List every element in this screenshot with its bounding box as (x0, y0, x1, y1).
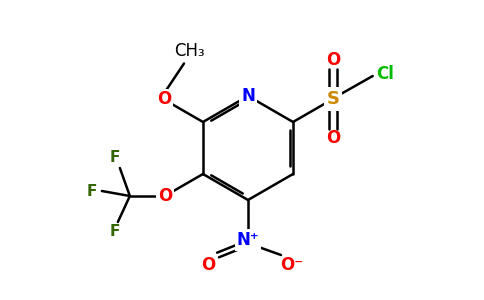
Text: N: N (241, 87, 255, 105)
Text: S: S (326, 90, 339, 108)
Text: Cl: Cl (376, 65, 393, 83)
Text: O⁻: O⁻ (281, 256, 303, 274)
Text: O: O (326, 51, 340, 69)
Text: O: O (326, 129, 340, 147)
Text: O: O (158, 187, 172, 205)
Text: O: O (157, 91, 171, 109)
Text: F: F (87, 184, 97, 199)
Text: CH₃: CH₃ (174, 43, 204, 61)
Text: N⁺: N⁺ (237, 231, 259, 249)
Text: F: F (110, 151, 120, 166)
Text: F: F (110, 224, 120, 239)
Text: O: O (201, 256, 215, 274)
